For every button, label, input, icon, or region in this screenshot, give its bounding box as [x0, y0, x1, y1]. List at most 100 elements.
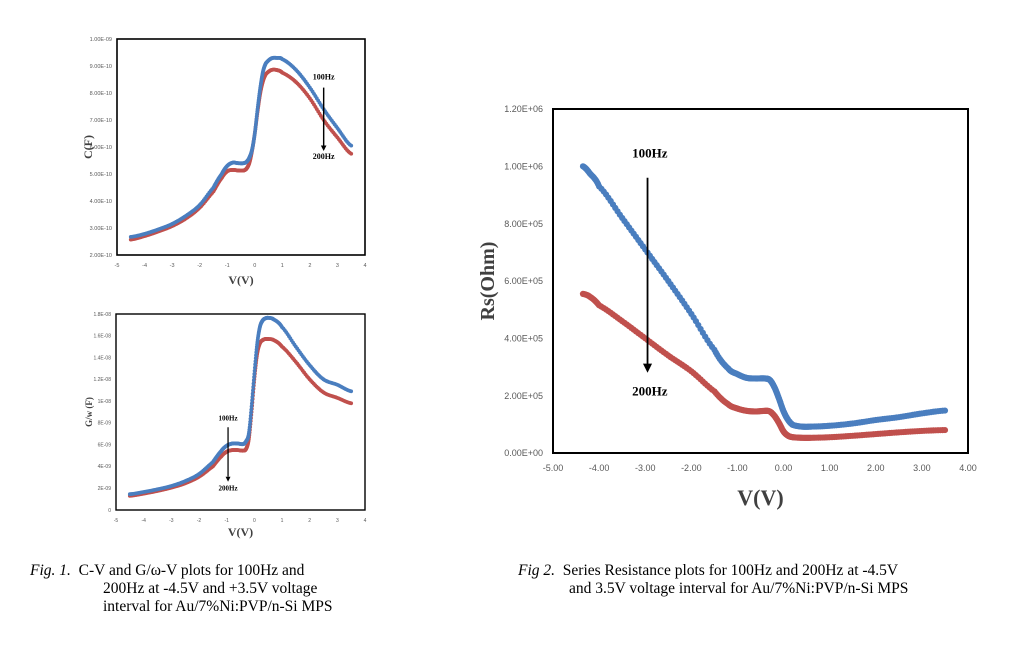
x-tick-label: -1 [225, 263, 230, 269]
chart-gv: 0 2E-09 4E-09 6E-09 8E-09 1E-08 1.2E-08 1.4E-08… [84, 312, 367, 539]
y-tick-label: 9.00E-10 [90, 64, 112, 70]
x-tick-label: -5.00 [543, 463, 564, 473]
y-tick-label: 1.6E-08 [93, 334, 111, 340]
x-tick-label: 4 [364, 518, 367, 524]
y-axis-title: G/w (F) [84, 397, 94, 427]
data-point [251, 388, 255, 393]
x-tick-label: -2.00 [681, 463, 702, 473]
data-point [248, 413, 253, 418]
y-axis-title: C(F) [81, 135, 95, 159]
fig1-caption-line-1: C-V and G/ω-V plots for 100Hz and [78, 562, 305, 579]
fig2-caption: Fig 2. Series Resistance plots for 100Hz… [518, 562, 908, 598]
x-tick-label: 0.00 [775, 463, 793, 473]
x-axis-title: V(V) [228, 525, 253, 539]
y-tick-label: 8.00E-10 [90, 91, 112, 97]
fig1-caption: Fig. 1. C-V and G/ω-V plots for 100Hz an… [30, 562, 333, 616]
x-tick-label: -4.00 [589, 463, 610, 473]
x-tick-label: 3 [336, 518, 339, 524]
chart-cv: 2.00E-10 3.00E-10 4.00E-10 5.00E-10 6.00E-10… [81, 37, 367, 287]
fig1-caption-line-3: interval for Au/7%Ni:PVP/n-Si MPS [103, 598, 333, 615]
x-tick-label: -2 [197, 518, 202, 524]
y-tick-label: 1.20E+06 [504, 104, 543, 114]
data-point [349, 389, 354, 394]
x-tick-label: -5 [115, 263, 120, 269]
x-tick-label: 0 [253, 263, 256, 269]
x-tick-label: 1.00 [821, 463, 839, 473]
y-tick-label: 1.4E-08 [93, 355, 111, 361]
annotation-100hz: 100Hz [313, 73, 335, 82]
data-point [941, 426, 949, 434]
data-point [250, 395, 255, 399]
x-tick-label: 1 [281, 518, 284, 524]
x-tick-label: 4 [363, 263, 366, 269]
data-point [252, 368, 257, 373]
data-point [252, 375, 256, 379]
y-tick-label: 6.00E-10 [90, 145, 112, 151]
annotation-200hz: 200Hz [632, 384, 668, 399]
data-point [250, 398, 255, 403]
y-tick-label: 2.00E-10 [90, 253, 112, 259]
fig2-caption-line-1: Series Resistance plots for 100Hz and 20… [562, 562, 899, 579]
y-tick-label: 1.00E-09 [90, 37, 112, 43]
x-tick-label: -4 [141, 518, 146, 524]
data-point [253, 359, 258, 364]
x-tick-label: 3.00 [913, 463, 931, 473]
x-tick-label: 4.00 [959, 463, 977, 473]
data-point [349, 151, 354, 156]
data-point [349, 401, 354, 406]
data-point [248, 422, 252, 427]
y-tick-label: 6E-09 [98, 442, 112, 448]
arrow-head-icon [225, 476, 231, 482]
arrow-head-icon [320, 145, 327, 152]
fig2-caption-line-2: and 3.5V voltage interval for Au/7%Ni:PV… [569, 580, 909, 597]
data-point [249, 401, 254, 406]
y-tick-label: 4.00E-10 [90, 199, 112, 205]
x-tick-label: -3 [170, 263, 175, 269]
x-tick-label: -2 [197, 263, 202, 269]
data-point [253, 356, 258, 361]
x-tick-label: -5 [114, 518, 119, 524]
data-point [252, 371, 257, 376]
x-tick-label: 3 [336, 263, 339, 269]
x-tick-label: -3.00 [635, 463, 656, 473]
plot-frame [552, 108, 969, 454]
x-tick-label: -3 [169, 518, 174, 524]
y-tick-label: 7.00E-10 [90, 118, 112, 124]
data-point [251, 378, 256, 383]
y-tick-label: 8.00E+05 [504, 219, 543, 229]
y-tick-label: 1.00E+06 [504, 161, 543, 171]
data-point [251, 385, 256, 389]
data-point [254, 353, 258, 358]
y-tick-label: 4.00E+05 [504, 333, 543, 343]
annotation-100hz: 100Hz [632, 146, 668, 161]
y-tick-label: 6.00E+05 [504, 276, 543, 286]
data-point [250, 391, 255, 396]
data-point [248, 416, 253, 421]
y-tick-label: 4E-09 [98, 464, 112, 470]
data-point [249, 407, 254, 412]
annotation-200hz: 200Hz [219, 484, 238, 492]
series-200Hz [579, 290, 949, 441]
y-tick-label: 1E-08 [98, 399, 112, 405]
data-point [249, 410, 253, 415]
plot-frame [115, 313, 366, 511]
data-point [941, 407, 949, 414]
x-axis-title: V(V) [228, 273, 253, 287]
arrow-head-icon [642, 363, 653, 373]
x-tick-label: -1.00 [727, 463, 748, 473]
data-point [254, 350, 259, 355]
data-point [252, 365, 257, 370]
y-tick-label: 1.8E-08 [93, 312, 111, 318]
y-axis-title: Rs(Ohm) [477, 242, 499, 321]
x-tick-label: -4 [142, 263, 147, 269]
annotation-100hz: 100Hz [219, 415, 238, 423]
series-100Hz [579, 163, 949, 430]
y-tick-label: 1.2E-08 [93, 377, 111, 383]
data-point [349, 143, 354, 148]
x-tick-label: 2.00 [867, 463, 885, 473]
data-point [251, 381, 256, 386]
x-tick-label: -1 [224, 518, 229, 524]
y-tick-label: 3.00E-10 [90, 226, 112, 232]
x-tick-label: 2 [308, 263, 311, 269]
